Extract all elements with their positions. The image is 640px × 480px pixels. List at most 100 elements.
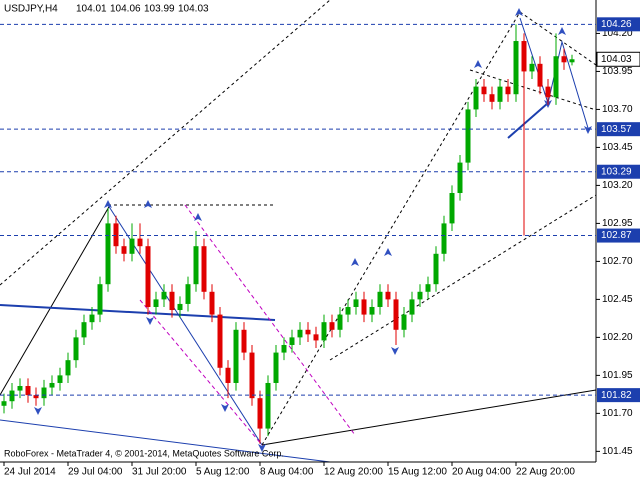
candle-body bbox=[65, 360, 71, 376]
candle-body bbox=[521, 41, 527, 72]
candle-body bbox=[185, 284, 191, 304]
candle-body bbox=[417, 291, 423, 300]
candle-body bbox=[305, 329, 311, 335]
candle-body bbox=[481, 86, 487, 95]
y-tick-label: 104.20 bbox=[602, 28, 633, 39]
header-low: 103.99 bbox=[144, 4, 175, 15]
x-tick-label: 8 Aug 04:00 bbox=[260, 467, 314, 478]
candle-body bbox=[505, 86, 511, 95]
candle-body bbox=[137, 238, 143, 247]
candle-body bbox=[249, 352, 255, 399]
channel-line bbox=[139, 299, 263, 446]
candle-body bbox=[73, 337, 79, 361]
candle-body bbox=[337, 314, 343, 330]
candle-body bbox=[209, 291, 215, 315]
y-tick-label: 102.45 bbox=[602, 294, 633, 305]
candle-body bbox=[449, 193, 455, 224]
candle-body bbox=[321, 322, 327, 341]
x-tick-label: 15 Aug 12:00 bbox=[388, 467, 447, 478]
level-box bbox=[597, 17, 640, 32]
candle-body bbox=[49, 382, 55, 388]
channel-line bbox=[261, 11, 521, 446]
candle-body bbox=[121, 246, 127, 254]
level-label: 103.29 bbox=[601, 166, 632, 177]
header-high: 104.06 bbox=[110, 4, 141, 15]
y-tick-label: 101.45 bbox=[602, 446, 633, 457]
candle-body bbox=[257, 398, 263, 429]
trendlines bbox=[0, 0, 597, 463]
candle-body bbox=[353, 299, 359, 307]
price-box bbox=[596, 51, 640, 67]
candle-body bbox=[313, 334, 319, 341]
price-label: 104.03 bbox=[601, 54, 632, 65]
candle-body bbox=[169, 291, 175, 311]
candle-body bbox=[401, 314, 407, 330]
candle-body bbox=[489, 94, 495, 102]
channel-line bbox=[184, 204, 356, 436]
candle-body bbox=[329, 322, 335, 330]
x-tick-label: 5 Aug 12:00 bbox=[196, 467, 250, 478]
candle-body bbox=[289, 337, 295, 345]
candle-body bbox=[393, 299, 399, 330]
level-label: 102.87 bbox=[601, 230, 632, 241]
x-tick-label: 20 Aug 04:00 bbox=[452, 467, 511, 478]
level-label: 103.57 bbox=[601, 124, 632, 135]
x-tick-label: 31 Jul 20:00 bbox=[132, 467, 187, 478]
trend-line bbox=[0, 419, 331, 463]
symbol: USDJPY,H4 bbox=[4, 4, 58, 15]
x-tick-label: 12 Aug 20:00 bbox=[324, 467, 383, 478]
candle-body bbox=[97, 284, 103, 315]
candle-body bbox=[545, 86, 551, 98]
candle-body bbox=[161, 291, 167, 300]
channel-line bbox=[0, 0, 331, 286]
candle-body bbox=[57, 375, 63, 383]
candle-body bbox=[265, 382, 271, 429]
candle-body bbox=[193, 246, 199, 285]
level-box bbox=[597, 388, 640, 403]
footer: RoboForex - MetaTrader 4, © 2001-2014, M… bbox=[4, 448, 284, 458]
candle-body bbox=[81, 322, 87, 338]
y-tick-label: 101.70 bbox=[602, 408, 633, 419]
y-tick-label: 103.20 bbox=[602, 180, 633, 191]
header-close: 104.03 bbox=[178, 4, 209, 15]
candle-body bbox=[297, 329, 303, 338]
candle-body bbox=[473, 86, 479, 110]
candle-body bbox=[241, 329, 247, 353]
candle-body bbox=[201, 246, 207, 292]
candle-body bbox=[345, 306, 351, 315]
level-box bbox=[597, 164, 640, 179]
candle-body bbox=[41, 387, 47, 399]
candle-body bbox=[177, 303, 183, 311]
trend-line bbox=[0, 204, 111, 396]
x-tick-label: 22 Aug 20:00 bbox=[516, 467, 575, 478]
candle-body bbox=[425, 284, 431, 292]
y-tick-label: 103.70 bbox=[602, 104, 633, 115]
level-label: 101.82 bbox=[601, 390, 632, 401]
y-tick-label: 103.45 bbox=[602, 142, 633, 153]
level-box bbox=[597, 122, 640, 137]
candle-body bbox=[33, 395, 39, 399]
candle-body bbox=[537, 63, 543, 87]
level-label: 104.26 bbox=[601, 19, 632, 30]
channel-line bbox=[329, 194, 597, 361]
x-tick-label: 29 Jul 04:00 bbox=[68, 467, 123, 478]
candle-body bbox=[561, 56, 567, 63]
y-tick-label: 103.95 bbox=[602, 66, 633, 77]
channel-line bbox=[469, 69, 597, 111]
candle-body bbox=[361, 299, 367, 315]
candle-body bbox=[385, 291, 391, 300]
candle-body bbox=[377, 291, 383, 307]
candle-body bbox=[233, 329, 239, 383]
candle-body bbox=[569, 59, 575, 63]
candle-body bbox=[457, 162, 463, 194]
candle-body bbox=[129, 238, 135, 254]
candle-body bbox=[553, 56, 559, 98]
candle-body bbox=[9, 390, 15, 402]
x-tick-label: 24 Jul 2014 bbox=[4, 467, 56, 478]
level-box bbox=[597, 228, 640, 243]
candle-body bbox=[465, 109, 471, 163]
candle-body bbox=[273, 352, 279, 383]
